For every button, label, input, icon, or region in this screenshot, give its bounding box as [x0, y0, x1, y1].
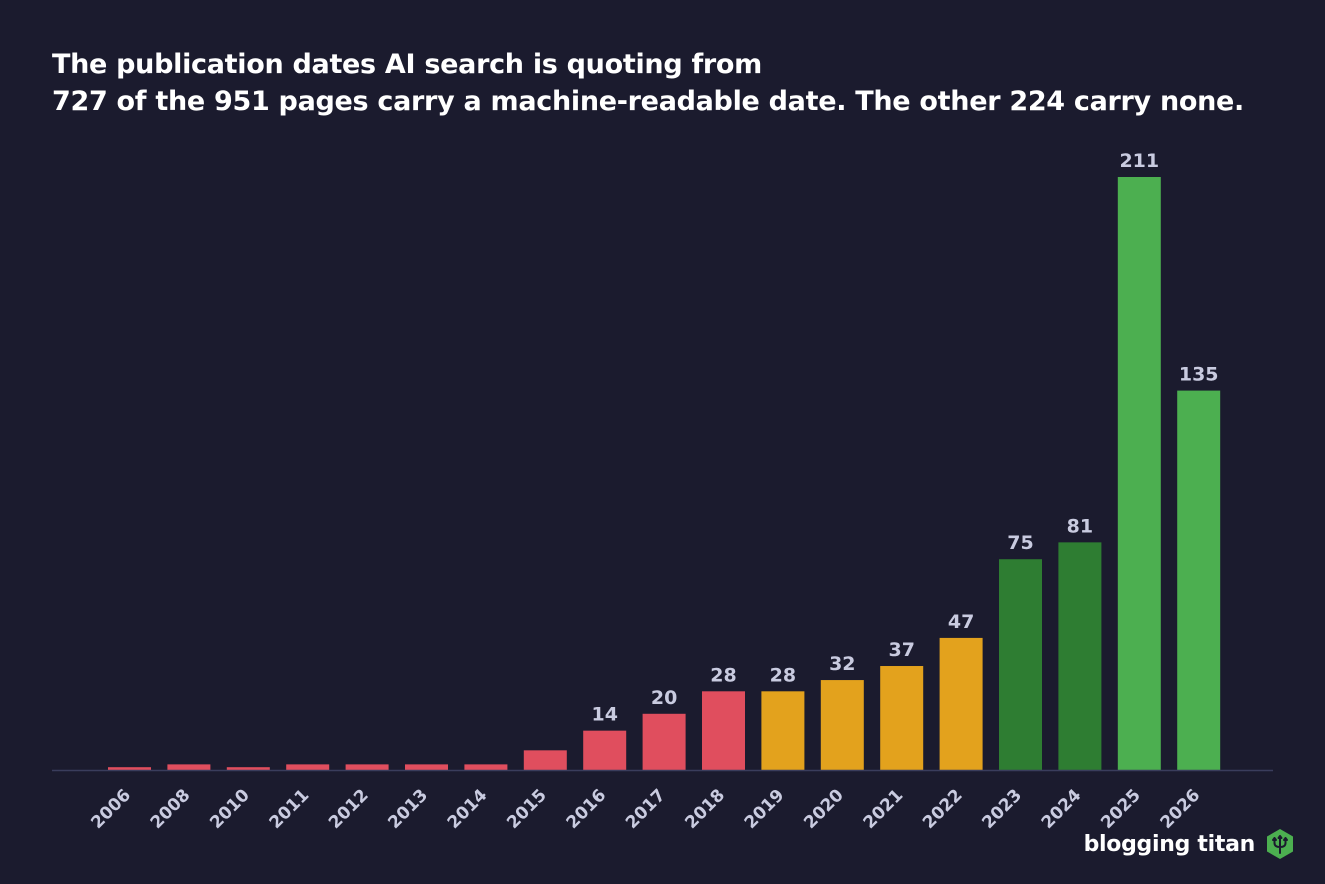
- x-tick-label-2019: 2019: [741, 785, 789, 833]
- bar-2017: [642, 713, 686, 770]
- bar-2023: [999, 559, 1042, 770]
- bar-2011: [286, 764, 330, 770]
- data-label-2018: 28: [710, 664, 736, 686]
- bar-2013: [405, 764, 448, 770]
- x-tick-label-2010: 2010: [206, 785, 254, 833]
- bar-2006: [108, 767, 151, 770]
- x-tick-label-2020: 2020: [800, 785, 848, 833]
- bar-2022: [939, 637, 983, 770]
- chart-subtitle: 727 of the 951 pages carry a machine-rea…: [52, 86, 1245, 117]
- bar-2025: [1117, 177, 1161, 770]
- data-label-2020: 32: [829, 653, 855, 675]
- x-tick-label-2026: 2026: [1157, 785, 1205, 833]
- data-label-2021: 37: [888, 639, 914, 661]
- brand-logo: blogging titan: [1084, 828, 1295, 860]
- data-label-2026: 135: [1179, 364, 1219, 386]
- x-tick-label-2006: 2006: [87, 785, 135, 833]
- bar-2008: [167, 764, 211, 770]
- bar-2015: [523, 750, 567, 770]
- x-tick-label-2013: 2013: [384, 785, 432, 833]
- x-tick-label-2011: 2011: [266, 785, 314, 833]
- data-label-2016: 14: [591, 704, 617, 726]
- x-tick-label-2008: 2008: [147, 785, 195, 833]
- x-tick-label-2017: 2017: [622, 785, 670, 833]
- x-tick-label-2014: 2014: [444, 785, 492, 833]
- bar-2024: [1058, 542, 1102, 770]
- bar-2016: [583, 730, 627, 770]
- bar-2020: [820, 680, 864, 770]
- bar-2019: [761, 691, 805, 770]
- x-tick-label-2016: 2016: [563, 785, 611, 833]
- data-label-2025: 211: [1119, 150, 1159, 172]
- brand-name: blogging titan: [1083, 831, 1256, 857]
- data-label-2019: 28: [770, 664, 796, 686]
- data-label-2023: 75: [1007, 532, 1033, 554]
- trident-hexagon-icon: [1267, 829, 1293, 859]
- x-tick-label-2024: 2024: [1038, 785, 1086, 833]
- x-tick-label-2021: 2021: [860, 785, 908, 833]
- x-tick-label-2018: 2018: [681, 785, 729, 833]
- data-label-2024: 81: [1067, 515, 1093, 537]
- bar-2014: [464, 764, 508, 770]
- bar-2012: [345, 764, 389, 770]
- x-tick-label-2025: 2025: [1097, 785, 1145, 833]
- bar-2021: [880, 666, 924, 770]
- bar-2018: [702, 691, 745, 770]
- x-tick-label-2012: 2012: [325, 785, 373, 833]
- x-tick-label-2015: 2015: [503, 785, 551, 833]
- x-tick-label-2023: 2023: [978, 785, 1026, 833]
- bar-2010: [226, 767, 270, 770]
- x-tick-label-2022: 2022: [919, 785, 967, 833]
- chart-header: The publication dates AI search is quoti…: [52, 46, 1244, 120]
- bar-2026: [1177, 390, 1221, 770]
- data-label-2017: 20: [651, 687, 677, 709]
- data-label-2022: 47: [948, 611, 974, 633]
- chart-title: The publication dates AI search is quoti…: [52, 49, 762, 80]
